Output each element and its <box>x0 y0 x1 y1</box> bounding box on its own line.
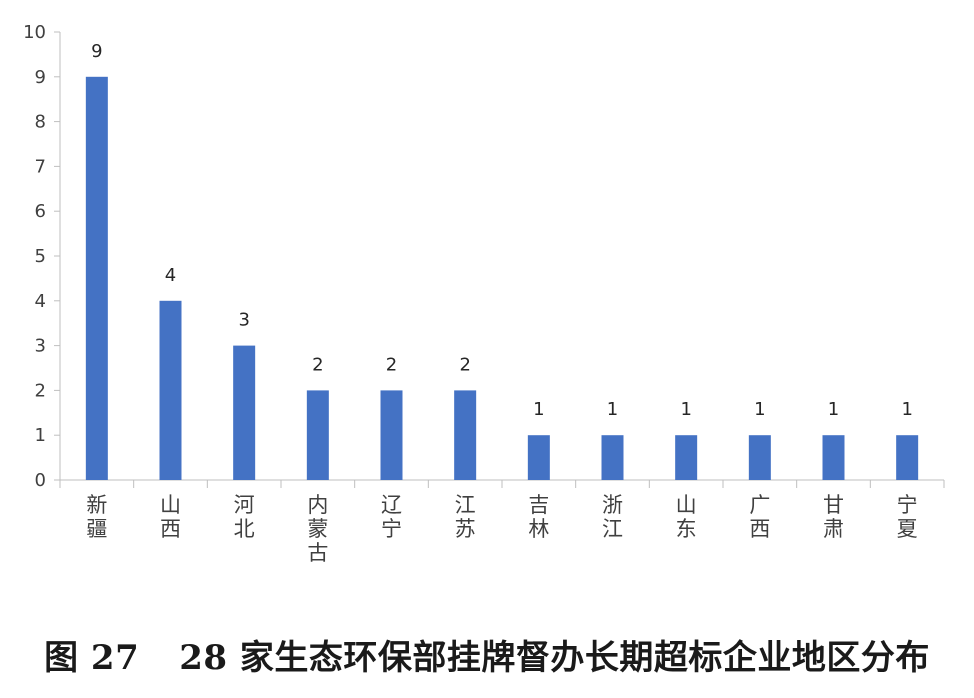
bar <box>85 76 108 481</box>
y-tick-label: 5 <box>35 246 46 267</box>
data-label: 3 <box>238 310 249 331</box>
bar <box>454 390 477 480</box>
y-tick-label: 8 <box>35 112 46 133</box>
data-label: 4 <box>165 265 176 286</box>
data-label: 9 <box>91 41 102 62</box>
bar <box>233 345 256 480</box>
category-label: 宁夏 <box>897 493 918 541</box>
bar <box>306 390 329 480</box>
y-tick-label: 9 <box>35 67 46 88</box>
bar <box>896 435 919 480</box>
data-label: 2 <box>386 354 397 375</box>
category-label: 广西 <box>749 493 770 541</box>
category-label: 山西 <box>160 493 181 541</box>
y-tick-label: 4 <box>35 291 46 312</box>
data-label: 1 <box>901 399 912 420</box>
category-label: 江苏 <box>455 493 476 541</box>
data-label: 1 <box>533 399 544 420</box>
data-label: 2 <box>312 354 323 375</box>
bar <box>748 435 771 480</box>
y-tick-label: 1 <box>35 425 46 446</box>
data-labels: 9 4 3 2 2 2 1 1 1 1 1 1 <box>91 41 913 420</box>
category-label: 山东 <box>676 493 697 541</box>
category-label: 新疆 <box>86 493 107 541</box>
y-tick-label: 2 <box>35 380 46 401</box>
category-label: 河北 <box>234 493 255 541</box>
bar <box>675 435 698 480</box>
data-label: 1 <box>607 399 618 420</box>
category-label: 内蒙古 <box>307 493 328 565</box>
y-tick-label: 6 <box>35 201 46 222</box>
bar <box>822 435 845 480</box>
y-axis: 0 1 2 3 4 5 6 7 8 9 10 <box>23 22 61 491</box>
category-label: 浙江 <box>602 493 623 541</box>
x-axis <box>59 479 945 488</box>
bar <box>380 390 403 480</box>
data-label: 1 <box>754 399 765 420</box>
y-tick-label: 10 <box>23 22 46 43</box>
bar <box>601 435 624 480</box>
bar <box>527 435 550 480</box>
figure-number: 图 27 <box>44 638 140 678</box>
bar-chart: 0 1 2 3 4 5 6 7 8 9 10 9 4 3 2 2 2 1 1 1 1 1 1 新疆 山西 河北 内蒙古 辽宁 江苏 吉… <box>23 22 945 565</box>
y-tick-label: 3 <box>35 336 46 357</box>
data-label: 1 <box>680 399 691 420</box>
y-tick-label: 0 <box>35 470 46 491</box>
category-label: 吉林 <box>528 493 549 541</box>
category-labels: 新疆 山西 河北 内蒙古 辽宁 江苏 吉林 浙江 山东 广西 甘肃 宁夏 <box>86 493 917 565</box>
data-label: 2 <box>459 354 470 375</box>
bar-series <box>85 76 919 481</box>
category-label: 辽宁 <box>381 493 402 541</box>
figure-title: 28 家生态环保部挂牌督办长期超标企业地区分布 <box>179 638 930 678</box>
bar <box>159 300 182 480</box>
y-tick-label: 7 <box>35 156 46 177</box>
data-label: 1 <box>828 399 839 420</box>
figure-caption: 图 27 28 家生态环保部挂牌督办长期超标企业地区分布 <box>0 628 974 688</box>
category-label: 甘肃 <box>823 493 844 541</box>
